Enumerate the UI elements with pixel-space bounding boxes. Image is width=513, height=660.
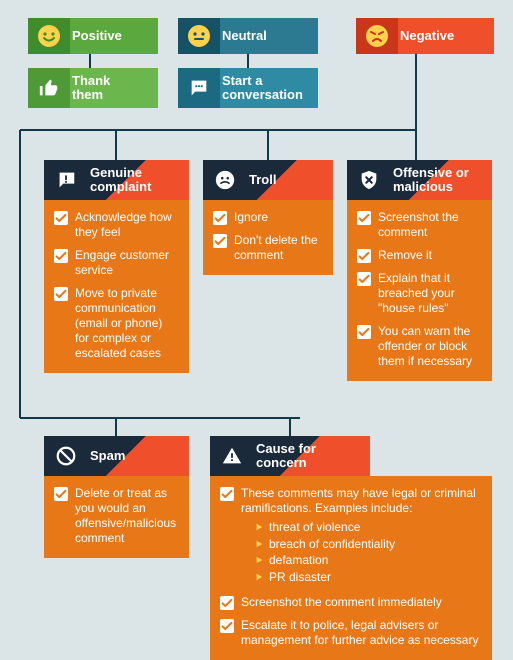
spam-title: Spam (88, 449, 125, 463)
concern-title: Cause for concern (254, 442, 316, 471)
spam-card: Spam Delete or treat as you would an off… (44, 436, 189, 558)
troll-face-icon (203, 160, 247, 200)
sublist-item: breach of confidentiality (255, 537, 482, 553)
smile-icon (28, 24, 70, 48)
positive-label: Positive (70, 23, 132, 49)
item-text: You can warn the offender or block them … (378, 324, 482, 369)
item-text: Ignore (234, 210, 268, 225)
item-text: Screenshot the comment immediately (241, 595, 442, 609)
list-item: Acknowledge how they feel (54, 210, 179, 240)
neutral-box: Neutral (178, 18, 318, 54)
negative-label: Negative (398, 23, 464, 49)
neutral-label: Neutral (220, 23, 277, 49)
troll-card: Troll Ignore Don't delete the comment (203, 160, 333, 275)
list-item: Don't delete the comment (213, 233, 323, 263)
item-text: Move to private communication (email or … (75, 286, 179, 361)
neutral-face-icon (178, 24, 220, 48)
concern-body: These comments may have legal or crimina… (210, 476, 492, 660)
list-item: Escalate it to police, legal advisers or… (220, 618, 482, 648)
troll-header: Troll (203, 160, 333, 200)
list-item: These comments may have legal or crimina… (220, 486, 482, 587)
list-item: Screenshot the comment immediately (220, 595, 482, 610)
sublist-item: defamation (255, 553, 482, 569)
offensive-title: Offensive or malicious (391, 166, 469, 195)
list-item: Explain that it breached your "house rul… (357, 271, 482, 316)
list-item: Move to private communication (email or … (54, 286, 179, 361)
warning-triangle-icon (210, 436, 254, 476)
chat-icon (178, 77, 220, 99)
spam-body: Delete or treat as you would an offensiv… (44, 476, 189, 558)
offensive-header: Offensive or malicious (347, 160, 492, 200)
thumbs-up-icon (28, 77, 70, 99)
list-item: Screenshot the comment (357, 210, 482, 240)
list-item: Remove it (357, 248, 482, 263)
negative-box: Negative (356, 18, 494, 54)
offensive-card: Offensive or malicious Screenshot the co… (347, 160, 492, 381)
item-text: Delete or treat as you would an offensiv… (75, 486, 179, 546)
angry-face-icon (356, 24, 398, 48)
concern-header: Cause for concern (210, 436, 370, 476)
start-conversation-box: Start a conversation (178, 68, 318, 108)
thank-them-box: Thank them (28, 68, 158, 108)
alert-bubble-icon (44, 160, 88, 200)
start-conversation-label: Start a conversation (220, 68, 313, 109)
item-text: Don't delete the comment (234, 233, 323, 263)
item-text: Explain that it breached your "house rul… (378, 271, 482, 316)
item-text: Screenshot the comment (378, 210, 482, 240)
thank-them-label: Thank them (70, 68, 120, 109)
subitem-text: PR disaster (269, 570, 331, 586)
subitem-text: defamation (269, 553, 328, 569)
offensive-body: Screenshot the comment Remove it Explain t… (347, 200, 492, 381)
list-item: Delete or treat as you would an offensiv… (54, 486, 179, 546)
list-item: You can warn the offender or block them … (357, 324, 482, 369)
list-item: Engage customer service (54, 248, 179, 278)
positive-box: Positive (28, 18, 158, 54)
subitem-text: threat of violence (269, 520, 360, 536)
spam-header: Spam (44, 436, 189, 476)
item-text: Engage customer service (75, 248, 179, 278)
genuine-complaint-header: Genuine complaint (44, 160, 189, 200)
genuine-complaint-card: Genuine complaint Acknowledge how they f… (44, 160, 189, 373)
troll-title: Troll (247, 173, 276, 187)
sublist-item: PR disaster (255, 570, 482, 586)
genuine-complaint-title: Genuine complaint (88, 166, 151, 195)
subitem-text: breach of confidentiality (269, 537, 395, 553)
item-text: These comments may have legal or crimina… (241, 486, 476, 515)
concern-card: Cause for concern These comments may hav… (210, 436, 492, 660)
shield-x-icon (347, 160, 391, 200)
item-text: Remove it (378, 248, 432, 263)
troll-body: Ignore Don't delete the comment (203, 200, 333, 275)
genuine-complaint-body: Acknowledge how they feel Engage customer… (44, 200, 189, 373)
item-text: Escalate it to police, legal advisers or… (241, 618, 478, 647)
sublist-item: threat of violence (255, 520, 482, 536)
block-icon (44, 436, 88, 476)
item-text: Acknowledge how they feel (75, 210, 179, 240)
sublist: threat of violencebreach of confidential… (255, 520, 482, 585)
list-item: Ignore (213, 210, 323, 225)
